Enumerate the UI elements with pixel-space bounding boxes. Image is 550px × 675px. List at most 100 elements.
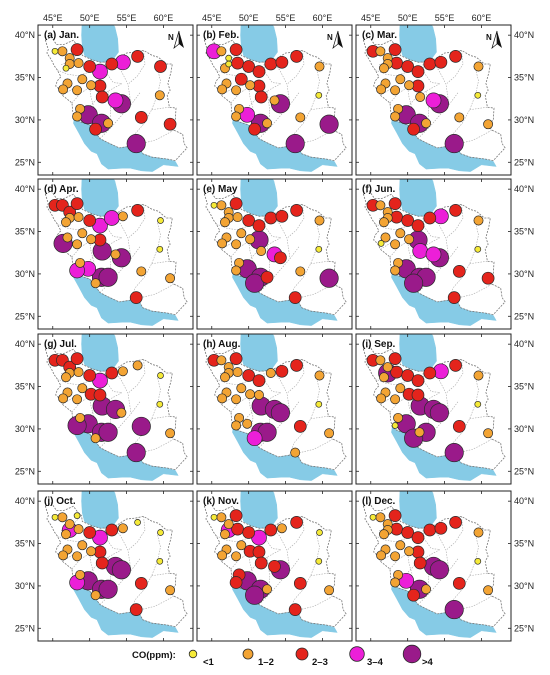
station-marker bbox=[236, 228, 247, 239]
station-marker bbox=[217, 393, 228, 404]
station-marker bbox=[264, 57, 278, 71]
station-marker bbox=[316, 529, 323, 536]
province-border bbox=[258, 92, 300, 139]
lat-tick-label: 40°N bbox=[15, 184, 35, 194]
station-marker bbox=[236, 540, 247, 551]
station-marker bbox=[72, 111, 83, 122]
lat-tick-label: 35°N bbox=[514, 382, 534, 392]
province-border bbox=[448, 223, 479, 301]
station-marker bbox=[324, 428, 335, 439]
legend-item: 3–4 bbox=[346, 646, 400, 674]
province-border bbox=[417, 92, 459, 139]
station-marker bbox=[264, 211, 278, 225]
panel-frame bbox=[37, 24, 194, 176]
panel-frame bbox=[196, 178, 353, 330]
lat-tick-label: 35°N bbox=[15, 73, 35, 83]
station-marker bbox=[262, 584, 273, 595]
station-marker bbox=[314, 61, 325, 72]
lat-tick-label: 30°N bbox=[514, 424, 534, 434]
station-marker bbox=[388, 43, 402, 56]
station-marker bbox=[425, 246, 442, 263]
north-label: N bbox=[327, 33, 333, 42]
station-marker bbox=[407, 588, 420, 602]
station-marker bbox=[425, 92, 442, 109]
station-marker bbox=[395, 228, 406, 239]
station-marker bbox=[62, 64, 70, 72]
station-marker bbox=[390, 111, 401, 122]
station-marker bbox=[90, 433, 101, 444]
station-marker bbox=[231, 239, 242, 250]
province-border bbox=[296, 595, 333, 611]
station-marker bbox=[242, 60, 256, 73]
legend-item: 1–2 bbox=[237, 646, 291, 674]
station-marker bbox=[216, 512, 227, 523]
panel-frame bbox=[37, 333, 194, 485]
province-border bbox=[455, 283, 492, 299]
lat-tick-label: 40°N bbox=[514, 30, 534, 40]
station-marker bbox=[83, 369, 97, 382]
station-marker bbox=[382, 362, 393, 373]
lat-tick-label: 40°N bbox=[514, 339, 534, 349]
station-marker bbox=[444, 134, 464, 154]
station-marker bbox=[290, 359, 303, 372]
map-panel: 40°N 35°N 30°N 25°N (j) Oct. bbox=[15, 490, 194, 642]
station-marker bbox=[129, 603, 143, 616]
legend-swatch bbox=[188, 649, 198, 659]
province-border bbox=[310, 260, 329, 264]
lat-tick-label: 35°N bbox=[15, 227, 35, 237]
lat-tick-label: 35°N bbox=[514, 73, 534, 83]
station-marker bbox=[242, 526, 256, 539]
station-marker bbox=[248, 122, 261, 136]
station-marker bbox=[61, 529, 71, 540]
station-marker bbox=[229, 352, 243, 365]
station-marker bbox=[444, 600, 464, 620]
station-marker bbox=[231, 265, 242, 276]
lon-tick-label: 60°E bbox=[472, 13, 492, 23]
station-marker bbox=[73, 212, 84, 223]
station-marker bbox=[245, 273, 265, 293]
station-marker bbox=[404, 273, 424, 293]
province-border bbox=[130, 378, 161, 456]
station-marker bbox=[474, 91, 482, 99]
province-border bbox=[286, 204, 305, 239]
station-marker bbox=[126, 134, 146, 154]
lon-tick-label: 45°E bbox=[43, 13, 63, 23]
station-marker bbox=[77, 74, 88, 85]
station-marker bbox=[116, 407, 127, 418]
station-marker bbox=[413, 556, 427, 570]
lat-tick-label: 40°N bbox=[15, 339, 35, 349]
panel-label: (j) Oct. bbox=[44, 496, 76, 507]
panel-frame bbox=[37, 490, 194, 642]
station-marker bbox=[444, 443, 464, 463]
province-border bbox=[99, 401, 141, 448]
station-marker bbox=[290, 204, 303, 217]
station-marker bbox=[131, 416, 151, 436]
station-marker bbox=[483, 585, 494, 596]
station-marker bbox=[404, 80, 415, 91]
station-marker bbox=[411, 531, 425, 544]
station-marker bbox=[473, 61, 484, 72]
station-marker bbox=[103, 210, 120, 226]
panel-label: (a) Jan. bbox=[44, 30, 79, 41]
station-marker bbox=[98, 422, 118, 442]
station-marker bbox=[90, 590, 101, 601]
lat-tick-label: 35°N bbox=[15, 539, 35, 549]
station-marker bbox=[111, 560, 131, 580]
lat-tick-label: 40°N bbox=[514, 184, 534, 194]
panel-label: (l) Dec. bbox=[362, 496, 396, 507]
province-border bbox=[127, 50, 146, 85]
station-marker bbox=[242, 418, 253, 429]
province-border bbox=[286, 516, 305, 551]
panel-label: (f) Jun. bbox=[362, 184, 396, 195]
station-marker bbox=[117, 523, 128, 534]
station-marker bbox=[434, 521, 448, 535]
station-marker bbox=[375, 46, 386, 57]
lon-tick-label: 50°E bbox=[239, 13, 259, 23]
lon-tick-label: 45°E bbox=[202, 13, 222, 23]
station-marker bbox=[474, 557, 482, 565]
station-marker bbox=[129, 291, 143, 304]
province-border bbox=[448, 69, 479, 147]
province-border bbox=[130, 535, 161, 613]
station-marker bbox=[72, 551, 83, 562]
province-border bbox=[263, 370, 282, 393]
